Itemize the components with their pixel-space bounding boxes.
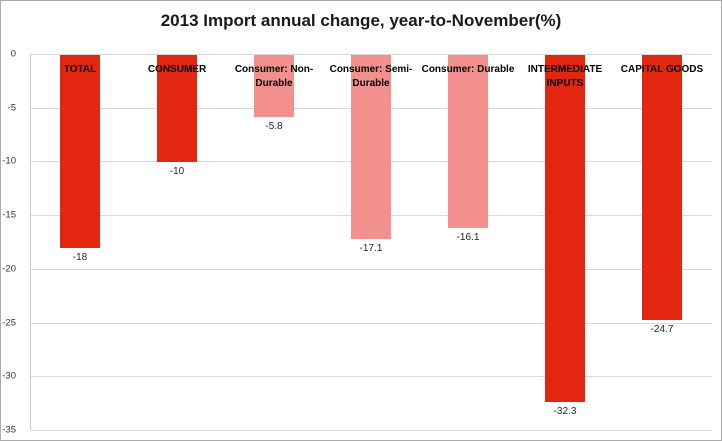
bar-consumer-semi-durable bbox=[351, 55, 391, 239]
y-tick-label: -30 bbox=[2, 370, 16, 382]
category-label: INTERMEDIATE INPUTS bbox=[527, 64, 603, 89]
y-tick-label: -20 bbox=[2, 263, 16, 275]
category-label: CONSUMER bbox=[147, 64, 207, 75]
value-label: -32.3 bbox=[553, 406, 577, 417]
value-label: -24.7 bbox=[650, 324, 674, 335]
bar-capital-goods bbox=[642, 55, 682, 320]
y-tick-label: 0 bbox=[10, 48, 16, 60]
category-label: Consumer: Durable bbox=[421, 64, 515, 75]
value-label: -17.1 bbox=[359, 243, 383, 254]
plot-area: 0 -5 -10 -15 -20 -25 -30 -35 TOTAL CONSUMER Consu… bbox=[2, 49, 712, 436]
gridline bbox=[31, 376, 712, 377]
chart-title: 2013 Import annual change, year-to-Novem… bbox=[160, 11, 562, 30]
value-label: -18 bbox=[72, 252, 88, 263]
gridline bbox=[31, 54, 712, 55]
y-tick-label: -10 bbox=[2, 155, 16, 167]
gridline bbox=[31, 430, 712, 431]
gridline bbox=[31, 323, 712, 324]
value-label: -10 bbox=[169, 166, 185, 177]
value-label: -16.1 bbox=[456, 232, 480, 243]
category-label: CAPITAL GOODS bbox=[620, 64, 704, 75]
category-label: Consumer: Non-Durable bbox=[234, 64, 314, 89]
bar-consumer-non-durable bbox=[254, 55, 294, 117]
y-tick-label: -25 bbox=[2, 317, 16, 329]
gridline bbox=[31, 269, 712, 270]
category-label: TOTAL bbox=[63, 64, 97, 75]
bar-consumer bbox=[157, 55, 197, 162]
category-label: Consumer: Semi-Durable bbox=[329, 64, 413, 89]
value-label: -5.8 bbox=[265, 121, 283, 132]
bar-consumer-durable bbox=[448, 55, 488, 228]
bar-total bbox=[60, 55, 100, 248]
y-tick-label: -5 bbox=[7, 102, 16, 114]
y-tick-label: -35 bbox=[2, 424, 16, 436]
y-tick-label: -15 bbox=[2, 209, 16, 221]
bar-intermediate-inputs bbox=[545, 55, 585, 402]
